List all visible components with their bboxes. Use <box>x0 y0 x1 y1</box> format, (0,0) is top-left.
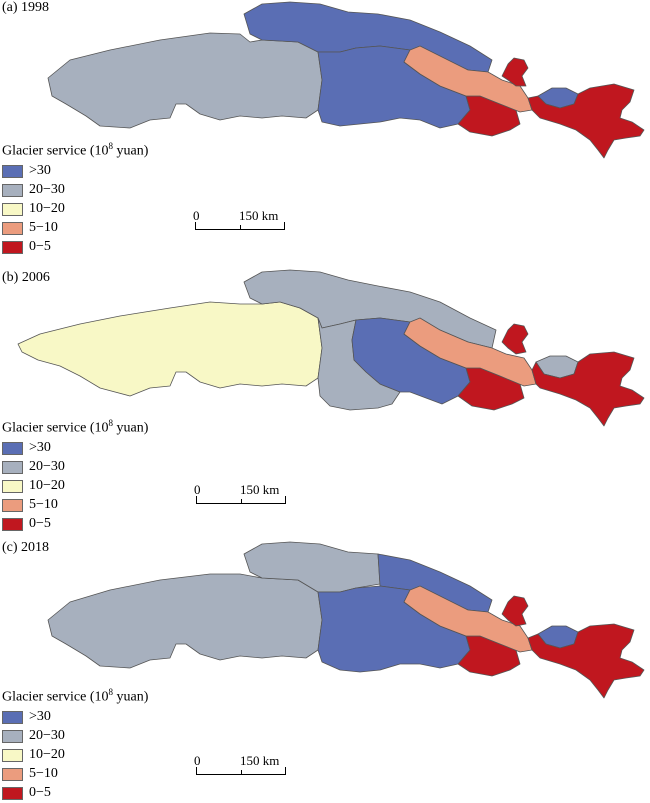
legend-label: 5−10 <box>29 220 58 236</box>
scale-zero-label: 0 <box>194 753 201 768</box>
legend-item: 20−30 <box>2 458 148 477</box>
legend-label: 10−20 <box>29 747 65 763</box>
choropleth-map <box>47 1 645 159</box>
legend-item: 10−20 <box>2 200 148 219</box>
region-west <box>17 301 323 397</box>
legend-label: 10−20 <box>29 201 65 217</box>
legend-swatch <box>2 164 23 178</box>
legend-item: 0−5 <box>2 238 148 257</box>
legend-label: >30 <box>29 440 51 456</box>
panel-1998: (a) 1998 Glacier service (108 yuan) >30 2… <box>0 0 650 262</box>
legend-swatch <box>2 221 23 235</box>
legend-label: 10−20 <box>29 478 65 494</box>
region-north-tip <box>501 57 529 87</box>
legend-label: 0−5 <box>29 239 51 255</box>
scale-max-label: 150 km <box>240 753 280 768</box>
legend-item: >30 <box>2 439 148 458</box>
panel-2018: (c) 2018 Glacier service (108 yuan) >30 2… <box>0 540 650 802</box>
legend-swatch <box>2 729 23 743</box>
choropleth-map <box>17 269 645 427</box>
legend: Glacier service (108 yuan) >30 20−30 10−20… <box>2 418 148 534</box>
legend-item: 5−10 <box>2 496 148 515</box>
legend-item: 10−20 <box>2 477 148 496</box>
legend-label: 5−10 <box>29 497 58 513</box>
legend-label: 20−30 <box>29 728 65 744</box>
scale-zero-label: 0 <box>193 208 200 223</box>
legend-item: 20−30 <box>2 727 148 746</box>
panel-2006: (b) 2006 Glacier service (108 yuan) >30 2… <box>0 268 650 531</box>
legend-swatch <box>2 767 23 781</box>
legend-item: 5−10 <box>2 219 148 238</box>
legend-label: 0−5 <box>29 516 51 532</box>
legend: Glacier service (108 yuan) >30 20−30 10−20… <box>2 141 148 257</box>
scale-max-label: 150 km <box>239 208 279 223</box>
region-north-central <box>243 541 381 593</box>
legend-swatch <box>2 183 23 197</box>
scale-max-label: 150 km <box>240 482 280 497</box>
legend-swatch <box>2 441 23 455</box>
region-north-tip <box>501 595 529 627</box>
legend-swatch <box>2 240 23 254</box>
legend-swatch <box>2 479 23 493</box>
region-west <box>47 573 323 669</box>
panel-title: (a) 1998 <box>2 0 50 15</box>
legend-item: 20−30 <box>2 181 148 200</box>
legend-swatch <box>2 710 23 724</box>
legend-item: 5−10 <box>2 765 148 784</box>
choropleth-map <box>47 541 645 699</box>
legend: Glacier service (108 yuan) >30 20−30 10−20… <box>2 687 148 803</box>
legend-item: >30 <box>2 162 148 181</box>
legend-item: >30 <box>2 708 148 727</box>
legend-label: 20−30 <box>29 459 65 475</box>
legend-swatch <box>2 517 23 531</box>
legend-label: >30 <box>29 709 51 725</box>
legend-swatch <box>2 202 23 216</box>
legend-label: >30 <box>29 163 51 179</box>
panel-title: (c) 2018 <box>2 540 50 555</box>
region-west <box>47 32 323 129</box>
region-north-tip <box>501 323 529 355</box>
legend-swatch <box>2 786 23 800</box>
panel-title: (b) 2006 <box>2 270 50 285</box>
legend-title: Glacier service (108 yuan) <box>2 687 149 705</box>
legend-label: 20−30 <box>29 182 65 198</box>
region-east <box>531 351 645 427</box>
legend-swatch <box>2 498 23 512</box>
legend-item: 0−5 <box>2 515 148 534</box>
legend-label: 0−5 <box>29 785 51 801</box>
legend-item: 10−20 <box>2 746 148 765</box>
legend-title: Glacier service (108 yuan) <box>2 141 149 159</box>
region-east <box>527 623 645 699</box>
legend-label: 5−10 <box>29 766 58 782</box>
legend-swatch <box>2 748 23 762</box>
legend-swatch <box>2 460 23 474</box>
region-east <box>527 83 645 159</box>
scale-zero-label: 0 <box>194 482 201 497</box>
legend-title: Glacier service (108 yuan) <box>2 418 149 436</box>
